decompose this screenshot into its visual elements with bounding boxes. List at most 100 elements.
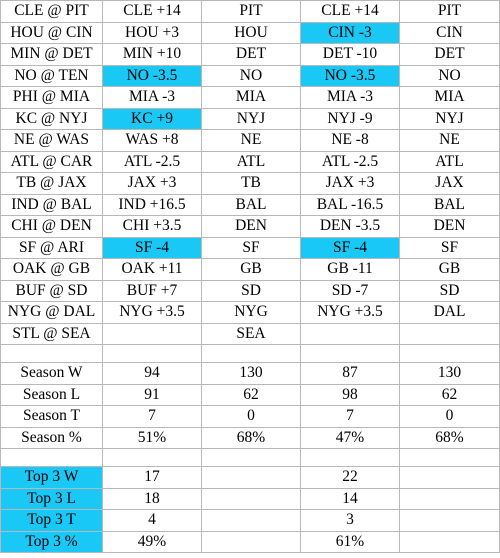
stat-value-cell[interactable] [201, 466, 301, 489]
pick-2-cell[interactable]: CLE +14 [300, 0, 400, 23]
pick-1-cell[interactable]: KC +9 [102, 108, 202, 130]
pick-2-cell[interactable]: BAL -16.5 [300, 194, 400, 216]
pick-1-cell[interactable]: WAS +8 [102, 129, 202, 152]
winner-1-cell[interactable]: SF [201, 237, 301, 259]
stat-value-cell[interactable]: 68% [201, 427, 301, 449]
pick-2-cell[interactable]: ATL -2.5 [300, 151, 400, 173]
stat-value-cell[interactable]: 87 [300, 362, 400, 385]
pick-2-cell[interactable] [300, 323, 400, 345]
pick-2-cell[interactable]: CIN -3 [300, 22, 400, 44]
pick-2-cell[interactable]: NO -3.5 [300, 65, 400, 87]
winner-1-cell[interactable]: NO [201, 65, 301, 87]
pick-2-cell[interactable]: DEN -3.5 [300, 215, 400, 238]
pick-2-cell[interactable]: MIA -3 [300, 86, 400, 109]
pick-1-cell[interactable]: CLE +14 [102, 0, 202, 23]
pick-1-cell[interactable]: CHI +3.5 [102, 215, 202, 238]
matchup-cell[interactable]: KC @ NYJ [0, 108, 103, 130]
stat-value-cell[interactable]: 7 [102, 405, 202, 428]
stat-value-cell[interactable]: 4 [102, 509, 202, 532]
winner-1-cell[interactable]: SD [201, 280, 301, 302]
winner-2-cell[interactable]: GB [399, 258, 500, 281]
stat-value-cell[interactable]: 68% [399, 427, 500, 449]
winner-1-cell[interactable]: DET [201, 43, 301, 66]
stat-value-cell[interactable]: 0 [399, 405, 500, 428]
stat-label-cell[interactable]: Season L [0, 384, 103, 406]
pick-2-cell[interactable]: NE -8 [300, 129, 400, 152]
winner-2-cell[interactable]: NYJ [399, 108, 500, 130]
stat-value-cell[interactable]: 51% [102, 427, 202, 449]
pick-1-cell[interactable]: OAK +11 [102, 258, 202, 281]
matchup-cell[interactable]: MIN @ DET [0, 43, 103, 66]
stat-value-cell[interactable]: 61% [300, 531, 400, 553]
empty-cell[interactable] [102, 448, 202, 467]
pick-2-cell[interactable]: NYG +3.5 [300, 301, 400, 324]
matchup-cell[interactable]: NO @ TEN [0, 65, 103, 87]
winner-1-cell[interactable]: PIT [201, 0, 301, 23]
stat-value-cell[interactable]: 17 [102, 466, 202, 489]
winner-2-cell[interactable] [399, 323, 500, 345]
pick-2-cell[interactable]: GB -11 [300, 258, 400, 281]
pick-1-cell[interactable]: HOU +3 [102, 22, 202, 44]
stat-label-cell[interactable]: Top 3 L [0, 488, 103, 510]
stat-value-cell[interactable]: 62 [201, 384, 301, 406]
pick-2-cell[interactable]: JAX +3 [300, 172, 400, 195]
stat-value-cell[interactable]: 7 [300, 405, 400, 428]
pick-1-cell[interactable]: MIA -3 [102, 86, 202, 109]
empty-cell[interactable] [399, 448, 500, 467]
stat-label-cell[interactable]: Season W [0, 362, 103, 385]
stat-value-cell[interactable]: 98 [300, 384, 400, 406]
matchup-cell[interactable]: IND @ BAL [0, 194, 103, 216]
matchup-cell[interactable]: NYG @ DAL [0, 301, 103, 324]
winner-1-cell[interactable]: NYJ [201, 108, 301, 130]
matchup-cell[interactable]: BUF @ SD [0, 280, 103, 302]
winner-2-cell[interactable]: DET [399, 43, 500, 66]
stat-value-cell[interactable] [201, 531, 301, 553]
pick-2-cell[interactable]: SD -7 [300, 280, 400, 302]
winner-1-cell[interactable]: BAL [201, 194, 301, 216]
pick-1-cell[interactable]: NO -3.5 [102, 65, 202, 87]
stat-value-cell[interactable] [201, 488, 301, 510]
winner-2-cell[interactable]: MIA [399, 86, 500, 109]
stat-value-cell[interactable] [399, 531, 500, 553]
stat-label-cell[interactable]: Top 3 W [0, 466, 103, 489]
stat-value-cell[interactable] [201, 509, 301, 532]
matchup-cell[interactable]: STL @ SEA [0, 323, 103, 345]
matchup-cell[interactable]: PHI @ MIA [0, 86, 103, 109]
winner-2-cell[interactable]: BAL [399, 194, 500, 216]
winner-1-cell[interactable]: NYG [201, 301, 301, 324]
empty-cell[interactable] [300, 448, 400, 467]
pick-1-cell[interactable]: MIN +10 [102, 43, 202, 66]
winner-1-cell[interactable]: NE [201, 129, 301, 152]
stat-label-cell[interactable]: Top 3 T [0, 509, 103, 532]
matchup-cell[interactable]: HOU @ CIN [0, 22, 103, 44]
stat-label-cell[interactable]: Season T [0, 405, 103, 428]
matchup-cell[interactable]: CHI @ DEN [0, 215, 103, 238]
matchup-cell[interactable]: ATL @ CAR [0, 151, 103, 173]
stat-value-cell[interactable] [399, 466, 500, 489]
winner-2-cell[interactable]: JAX [399, 172, 500, 195]
winner-1-cell[interactable]: SEA [201, 323, 301, 345]
winner-1-cell[interactable]: ATL [201, 151, 301, 173]
pick-1-cell[interactable]: NYG +3.5 [102, 301, 202, 324]
empty-cell[interactable] [201, 344, 301, 363]
empty-cell[interactable] [201, 448, 301, 467]
stat-value-cell[interactable] [399, 488, 500, 510]
stat-value-cell[interactable]: 130 [399, 362, 500, 385]
winner-2-cell[interactable]: NO [399, 65, 500, 87]
pick-2-cell[interactable]: DET -10 [300, 43, 400, 66]
matchup-cell[interactable]: TB @ JAX [0, 172, 103, 195]
stat-value-cell[interactable]: 0 [201, 405, 301, 428]
winner-1-cell[interactable]: TB [201, 172, 301, 195]
pick-1-cell[interactable]: BUF +7 [102, 280, 202, 302]
empty-cell[interactable] [300, 344, 400, 363]
empty-cell[interactable] [0, 344, 103, 363]
winner-2-cell[interactable]: DAL [399, 301, 500, 324]
stat-label-cell[interactable]: Top 3 % [0, 531, 103, 553]
empty-cell[interactable] [0, 448, 103, 467]
stat-value-cell[interactable]: 18 [102, 488, 202, 510]
stat-value-cell[interactable]: 49% [102, 531, 202, 553]
matchup-cell[interactable]: SF @ ARI [0, 237, 103, 259]
stat-value-cell[interactable] [399, 509, 500, 532]
winner-2-cell[interactable]: SD [399, 280, 500, 302]
winner-1-cell[interactable]: HOU [201, 22, 301, 44]
